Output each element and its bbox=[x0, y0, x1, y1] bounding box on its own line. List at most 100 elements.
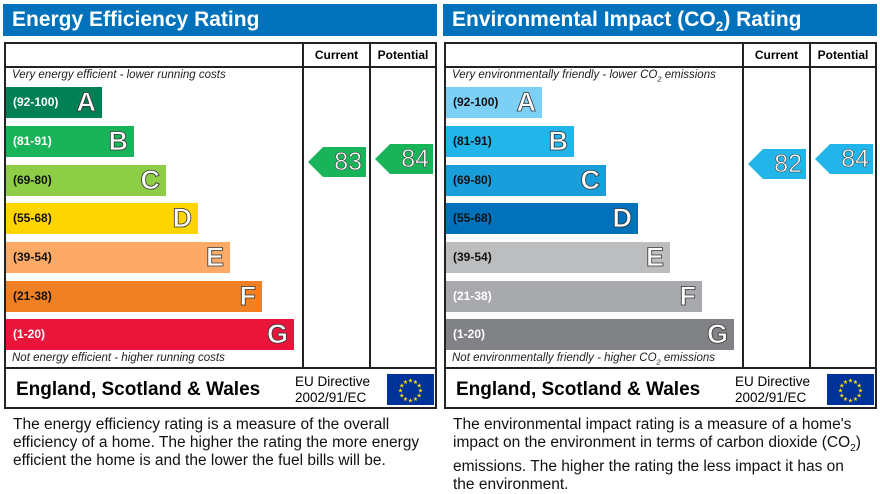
bottom-note: Not energy efficient - higher running co… bbox=[12, 352, 225, 364]
band-f: (21-38) F bbox=[6, 281, 262, 312]
band-letter: E bbox=[645, 242, 665, 273]
band-a: (92-100) A bbox=[6, 87, 102, 118]
rating-table: Current Potential Very energy efficient - … bbox=[4, 42, 437, 409]
band-f: (21-38) F bbox=[446, 281, 702, 312]
svg-text:★: ★ bbox=[856, 393, 861, 400]
arrow-shape bbox=[375, 143, 433, 174]
band-range: (55-68) bbox=[453, 211, 492, 225]
chart-title: Environmental Impact (CO2) Rating bbox=[443, 4, 877, 36]
band-letter: G bbox=[706, 319, 729, 350]
band-range: (81-91) bbox=[453, 134, 492, 148]
band-range: (55-68) bbox=[13, 211, 52, 225]
svg-text:★: ★ bbox=[408, 378, 413, 385]
energy-efficiency-panel: Energy Efficiency Rating Current Potential… bbox=[3, 0, 437, 493]
arrow-shape bbox=[308, 146, 366, 177]
svg-text:★: ★ bbox=[416, 383, 421, 390]
top-note: Very environmentally friendly - lower CO… bbox=[452, 69, 716, 84]
directive-line-1: EU Directive bbox=[735, 374, 811, 389]
column-divider bbox=[809, 44, 811, 369]
description: The environmental impact rating is a mea… bbox=[453, 416, 861, 494]
band-letter: D bbox=[172, 203, 192, 234]
svg-text:★: ★ bbox=[853, 396, 858, 403]
directive-line-2: 2002/91/EC bbox=[295, 390, 367, 405]
svg-text:★: ★ bbox=[403, 379, 408, 386]
band-c: (69-80) C bbox=[6, 165, 166, 196]
footer-divider bbox=[446, 367, 875, 369]
eu-flag-icon: ★ ★ ★ ★ ★ ★ ★ ★ ★ ★ ★ ★ bbox=[827, 374, 874, 405]
column-header-current: Current bbox=[754, 48, 799, 62]
column-header-potential: Potential bbox=[377, 48, 429, 62]
band-range: (1-20) bbox=[13, 327, 46, 341]
band-letter: F bbox=[239, 281, 256, 312]
svg-text:★: ★ bbox=[856, 383, 861, 390]
column-divider bbox=[742, 44, 744, 369]
footer-divider bbox=[6, 367, 435, 369]
bottom-note: Not environmentally friendly - higher CO… bbox=[452, 352, 716, 367]
band-letter: A bbox=[516, 87, 536, 118]
svg-text:★: ★ bbox=[403, 396, 408, 403]
svg-text:★: ★ bbox=[408, 398, 413, 405]
band-letter: B bbox=[548, 126, 568, 157]
directive-line-2: 2002/91/EC bbox=[735, 390, 807, 405]
region-label: England, Scotland & Wales bbox=[16, 379, 261, 400]
eu-directive: EU Directive 2002/91/EC bbox=[295, 374, 370, 406]
svg-text:★: ★ bbox=[838, 388, 843, 395]
eu-directive: EU Directive 2002/91/EC bbox=[735, 374, 810, 406]
band-range: (69-80) bbox=[453, 173, 492, 187]
band-d: (55-68) D bbox=[446, 203, 638, 234]
svg-text:★: ★ bbox=[839, 393, 844, 400]
header-divider bbox=[446, 66, 875, 68]
band-letter: A bbox=[76, 87, 96, 118]
band-e: (39-54) E bbox=[446, 242, 670, 273]
svg-text:★: ★ bbox=[418, 388, 423, 395]
band-b: (81-91) B bbox=[446, 126, 574, 157]
band-range: (39-54) bbox=[453, 250, 492, 264]
eu-flag-icon: ★ ★ ★ ★ ★ ★ ★ ★ ★ ★ ★ ★ bbox=[387, 374, 434, 405]
current-rating-arrow: 82 bbox=[748, 149, 806, 180]
svg-text:★: ★ bbox=[843, 396, 848, 403]
arrow-shape bbox=[815, 143, 873, 174]
band-letter: G bbox=[266, 319, 289, 350]
band-range: (81-91) bbox=[13, 134, 52, 148]
band-letter: E bbox=[205, 242, 225, 273]
arrow-shape bbox=[748, 149, 806, 180]
svg-text:★: ★ bbox=[416, 393, 421, 400]
band-range: (21-38) bbox=[13, 289, 52, 303]
band-d: (55-68) D bbox=[6, 203, 198, 234]
band-letter: F bbox=[679, 281, 696, 312]
column-divider bbox=[369, 44, 371, 369]
top-note: Very energy efficient - lower running co… bbox=[12, 69, 226, 81]
band-range: (21-38) bbox=[453, 289, 492, 303]
header-divider bbox=[6, 66, 435, 68]
band-g: (1-20) G bbox=[446, 319, 734, 350]
band-range: (1-20) bbox=[453, 327, 486, 341]
svg-text:★: ★ bbox=[839, 383, 844, 390]
svg-text:★: ★ bbox=[398, 388, 403, 395]
directive-line-1: EU Directive bbox=[295, 374, 371, 389]
potential-rating-value: 84 bbox=[401, 144, 429, 173]
band-range: (92-100) bbox=[453, 95, 499, 109]
description: The energy efficiency rating is a measur… bbox=[13, 416, 420, 469]
svg-text:★: ★ bbox=[858, 388, 863, 395]
chart-title: Energy Efficiency Rating bbox=[3, 4, 437, 36]
band-a: (92-100) A bbox=[446, 87, 542, 118]
svg-text:★: ★ bbox=[413, 379, 418, 386]
svg-text:★: ★ bbox=[399, 383, 404, 390]
current-rating-value: 82 bbox=[774, 150, 802, 179]
svg-text:★: ★ bbox=[843, 379, 848, 386]
band-letter: D bbox=[612, 203, 632, 234]
band-letter: B bbox=[108, 126, 128, 157]
band-range: (92-100) bbox=[13, 95, 59, 109]
potential-rating-arrow: 84 bbox=[815, 143, 873, 174]
region-label: England, Scotland & Wales bbox=[456, 379, 701, 400]
rating-table: Current Potential Very environmentally fri… bbox=[444, 42, 877, 409]
svg-text:★: ★ bbox=[848, 398, 853, 405]
potential-rating-arrow: 84 bbox=[375, 143, 433, 174]
svg-text:★: ★ bbox=[853, 379, 858, 386]
band-g: (1-20) G bbox=[6, 319, 294, 350]
svg-text:★: ★ bbox=[848, 378, 853, 385]
band-range: (39-54) bbox=[13, 250, 52, 264]
svg-text:★: ★ bbox=[399, 393, 404, 400]
column-header-current: Current bbox=[314, 48, 359, 62]
band-e: (39-54) E bbox=[6, 242, 230, 273]
